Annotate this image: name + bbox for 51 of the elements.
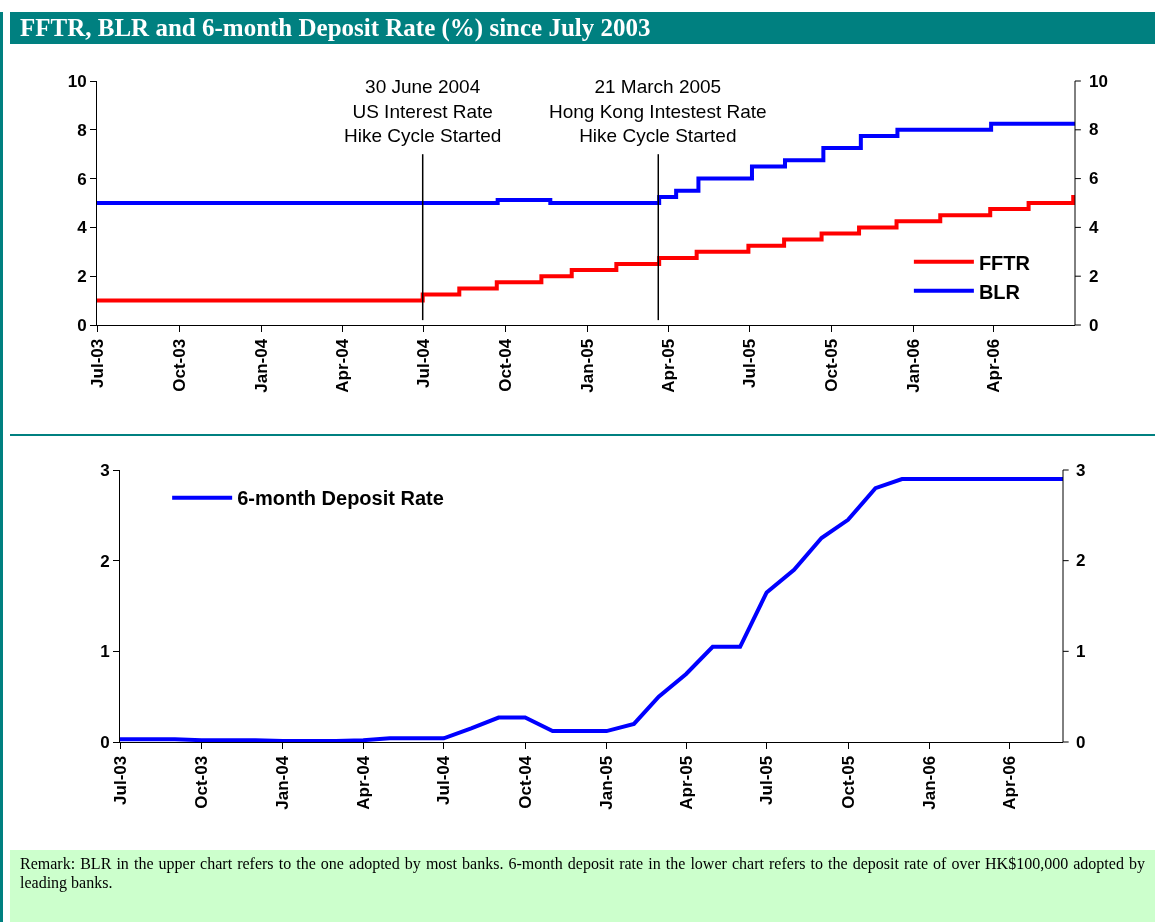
y-tick-label: 10 bbox=[67, 71, 87, 91]
y-tick-label: 1 bbox=[100, 642, 110, 662]
x-tick-label: Jan-05 bbox=[597, 755, 617, 810]
x-tick-label: Oct-04 bbox=[515, 755, 535, 809]
y2-tick-label: 4 bbox=[1089, 218, 1099, 237]
y-tick-label: 0 bbox=[100, 732, 110, 752]
legend-label: BLR bbox=[978, 280, 1021, 303]
x-tick-label: Apr-06 bbox=[984, 338, 1004, 393]
x-tick-label: Oct-04 bbox=[496, 338, 516, 392]
y2-tick-label: 2 bbox=[1089, 267, 1099, 286]
x-tick-label: Oct-03 bbox=[191, 755, 211, 809]
x-tick-label: Oct-05 bbox=[821, 338, 841, 392]
x-tick-label: Jul-03 bbox=[87, 338, 107, 388]
x-tick-label: Apr-04 bbox=[332, 338, 352, 393]
chart-title: FFTR, BLR and 6-month Deposit Rate (%) since July 2003 bbox=[10, 12, 1155, 44]
y-tick-label: 8 bbox=[77, 120, 87, 140]
x-tick-label: Apr-05 bbox=[658, 338, 678, 393]
text: Remark: BLR in the upper chart refers to the one adopted by most banks. 6-month deposit rate in the lower chart refers to the deposit rate of over HK$100,000 adopted by leading banks. bbox=[10, 850, 1155, 922]
x-tick-label: Apr-04 bbox=[353, 755, 373, 810]
y2-tick-label: 10 bbox=[1089, 72, 1108, 91]
x-tick-label: Jul-03 bbox=[110, 755, 130, 805]
y2-tick-label: 2 bbox=[1076, 551, 1086, 570]
x-tick-label: Jul-05 bbox=[757, 755, 777, 805]
y-tick-label: 0 bbox=[77, 315, 87, 335]
x-tick-label: Oct-03 bbox=[169, 338, 189, 392]
legend-label: FFTR bbox=[978, 251, 1031, 274]
y2-tick-label: 0 bbox=[1076, 733, 1086, 752]
y2-tick-label: 0 bbox=[1089, 316, 1099, 335]
y-tick-label: 4 bbox=[77, 218, 88, 238]
x-tick-label: Jul-04 bbox=[414, 338, 434, 388]
y2-tick-label: 8 bbox=[1089, 120, 1099, 139]
x-tick-label: Jan-04 bbox=[273, 755, 293, 810]
x-tick-label: Jan-06 bbox=[904, 338, 924, 393]
legend-label: 6-month Deposit Rate bbox=[237, 487, 444, 510]
x-tick-label: Oct-05 bbox=[838, 755, 858, 809]
x-tick-label: Apr-06 bbox=[999, 755, 1019, 810]
x-tick-label: Jul-04 bbox=[434, 755, 454, 805]
y2-tick-label: 1 bbox=[1076, 642, 1086, 661]
x-tick-label: Jul-05 bbox=[739, 338, 759, 388]
x-tick-label: Jan-05 bbox=[578, 338, 598, 393]
y-tick-label: 2 bbox=[100, 551, 110, 571]
ref-line-label: 30 June 2004 US Interest Rate Hike Cycle Started bbox=[344, 76, 502, 147]
y-tick-label: 6 bbox=[77, 169, 87, 189]
y-tick-label: 2 bbox=[77, 267, 87, 287]
x-tick-label: Apr-05 bbox=[676, 755, 696, 810]
ref-line-label: 21 March 2005 Hong Kong Intestest Rate Hike Cycle Started bbox=[549, 76, 767, 147]
y2-tick-label: 3 bbox=[1076, 461, 1086, 480]
y2-tick-label: 6 bbox=[1089, 169, 1099, 188]
y-tick-label: 3 bbox=[100, 460, 110, 480]
x-tick-label: Jan-06 bbox=[919, 755, 939, 810]
x-tick-label: Jan-04 bbox=[251, 338, 271, 393]
